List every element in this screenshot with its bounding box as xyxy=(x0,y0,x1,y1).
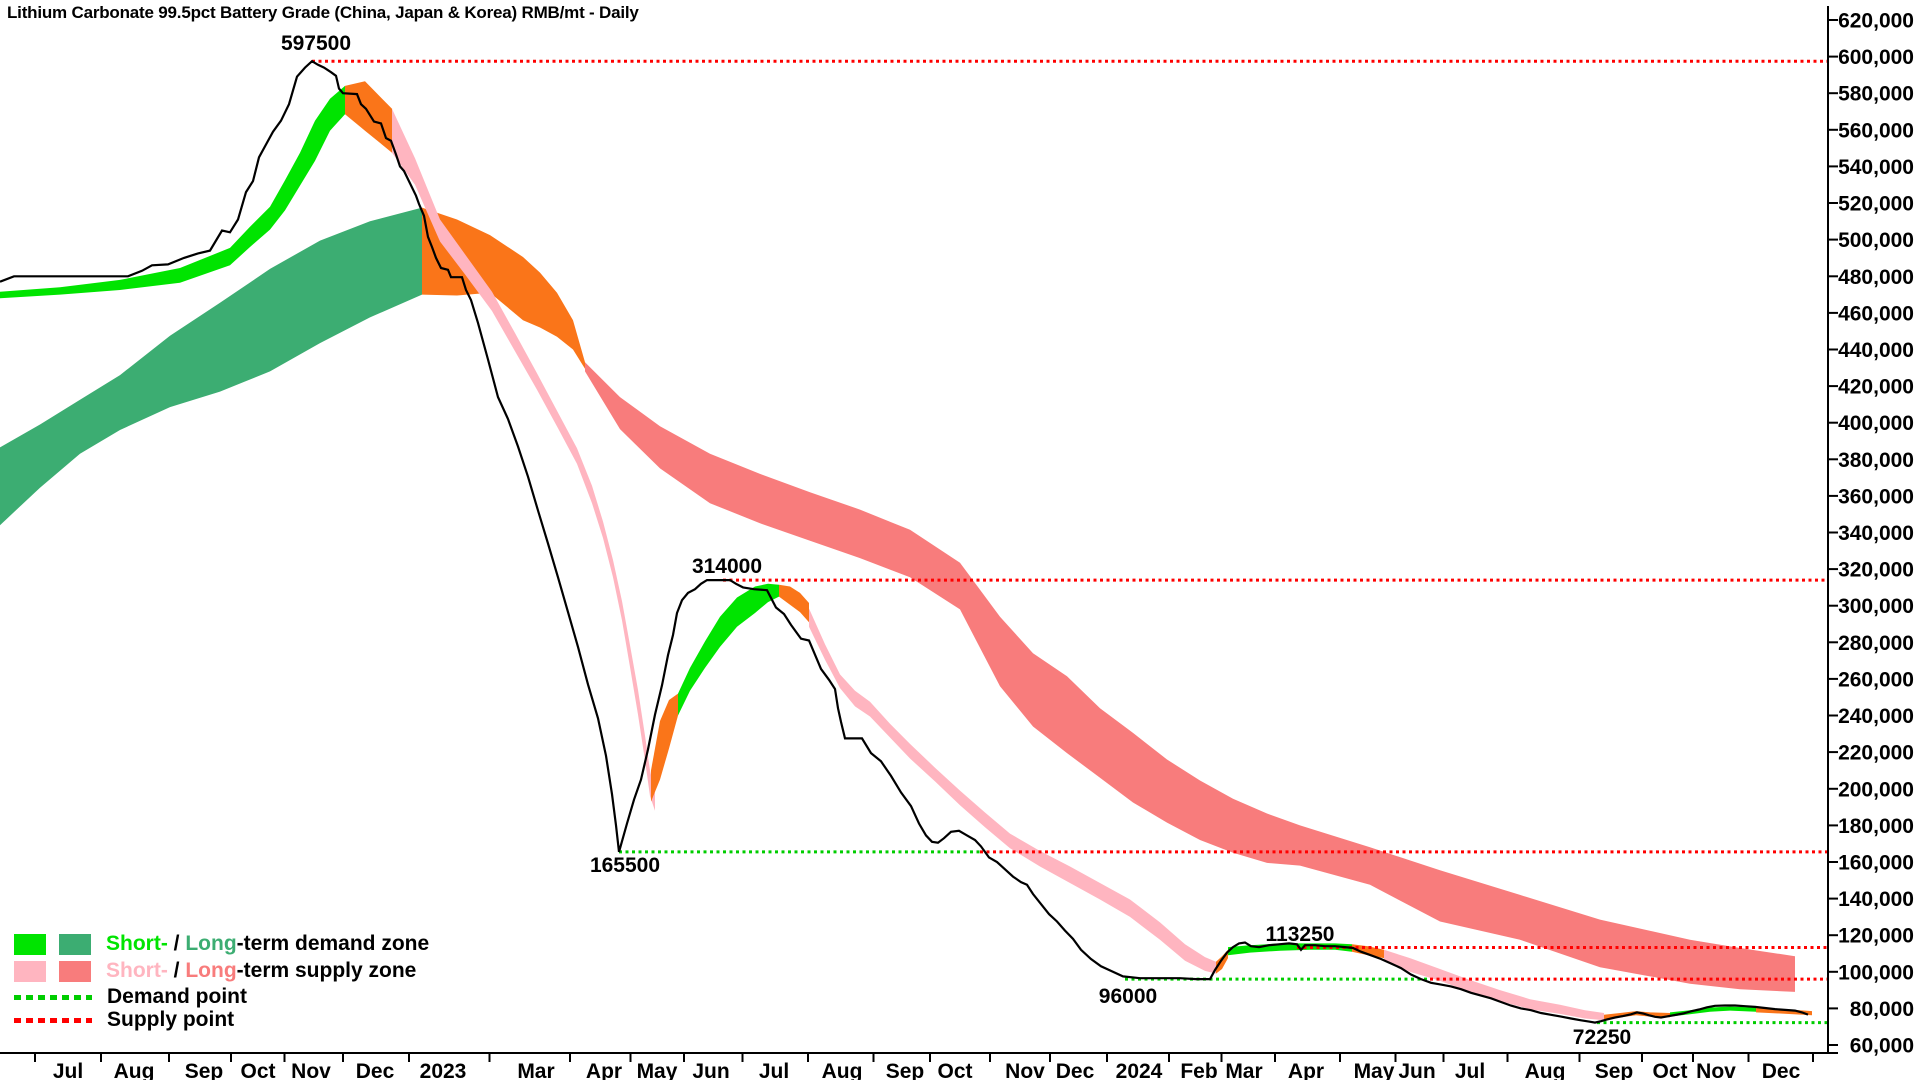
y-axis-label: 540,000 xyxy=(1838,156,1914,179)
x-axis-label: Sep xyxy=(1595,1060,1634,1080)
x-axis-label: Jul xyxy=(1455,1060,1485,1080)
y-axis-label: 100,000 xyxy=(1838,961,1914,984)
long_demand-zone-band xyxy=(0,207,422,526)
x-axis-label: Feb xyxy=(1180,1060,1217,1080)
x-axis-label: Dec xyxy=(1056,1060,1095,1080)
short_demand-zone-band xyxy=(678,583,779,716)
y-axis-label: 80,000 xyxy=(1850,998,1914,1021)
y-axis-label: 200,000 xyxy=(1838,778,1914,801)
y-axis-label: 400,000 xyxy=(1838,412,1914,435)
x-axis-label: May xyxy=(637,1060,678,1080)
demand-supply-bands xyxy=(0,81,1812,1021)
x-axis-label: Apr xyxy=(586,1060,622,1080)
y-axis-label: 320,000 xyxy=(1838,559,1914,582)
price-level-annotation: 96000 xyxy=(1099,985,1157,1008)
overlap-zone-band xyxy=(1352,944,1384,959)
overlap-zone-band xyxy=(345,81,392,153)
y-axis-label: 420,000 xyxy=(1838,376,1914,399)
y-axis-label: 560,000 xyxy=(1838,119,1914,142)
chart-title: Lithium Carbonate 99.5pct Battery Grade … xyxy=(7,3,639,22)
y-axis-label: 140,000 xyxy=(1838,888,1914,911)
x-axis-label: Mar xyxy=(1225,1060,1262,1080)
axes: 60,000 80,000 100,000 120,000 140,000 160,000… xyxy=(0,6,1914,1080)
x-axis-label: Sep xyxy=(886,1060,925,1080)
short_supply-zone-band xyxy=(809,608,1216,974)
y-axis-label: 220,000 xyxy=(1838,742,1914,765)
x-axis-label: 2024 xyxy=(1116,1060,1163,1080)
long_supply-zone-band xyxy=(585,362,1795,992)
price-level-annotation: 165500 xyxy=(590,854,660,877)
x-axis-label: Nov xyxy=(1005,1060,1045,1080)
y-axis-label: 600,000 xyxy=(1838,46,1914,69)
price-level-annotation: 113250 xyxy=(1266,923,1335,946)
y-axis-label: 580,000 xyxy=(1838,83,1914,106)
x-axis-label: Apr xyxy=(1288,1060,1324,1080)
y-axis-label: 280,000 xyxy=(1838,632,1914,655)
x-axis-label: Jun xyxy=(692,1060,729,1080)
x-axis-label: Aug xyxy=(1525,1060,1566,1080)
x-axis-label: Mar xyxy=(517,1060,554,1080)
price-line xyxy=(0,59,1809,1024)
y-axis-label: 620,000 xyxy=(1838,10,1914,33)
short_supply-zone-band xyxy=(1384,949,1604,1021)
y-axis-label: 120,000 xyxy=(1838,925,1914,948)
x-axis-label: Nov xyxy=(291,1060,331,1080)
price-level-annotation: 314000 xyxy=(692,555,762,578)
x-axis-label: Aug xyxy=(114,1060,155,1080)
x-axis-label: Dec xyxy=(356,1060,395,1080)
y-axis-label: 160,000 xyxy=(1838,851,1914,874)
overlap-zone-band xyxy=(422,207,585,369)
short_supply-zone-band xyxy=(392,108,655,811)
y-axis-label: 380,000 xyxy=(1838,449,1914,472)
x-axis-label: Jun xyxy=(1398,1060,1435,1080)
x-axis-label: Dec xyxy=(1762,1060,1801,1080)
y-axis-label: 460,000 xyxy=(1838,302,1914,325)
overlap-zone-band xyxy=(1756,1008,1812,1016)
overlap-zone-band xyxy=(779,584,809,623)
x-axis-label: Jul xyxy=(53,1060,83,1080)
y-axis-label: 480,000 xyxy=(1838,266,1914,289)
y-axis-label: 300,000 xyxy=(1838,595,1914,618)
x-axis-label: Oct xyxy=(1652,1060,1687,1080)
y-axis-label: 180,000 xyxy=(1838,815,1914,838)
x-axis-label: Oct xyxy=(240,1060,275,1080)
level-lines xyxy=(312,59,1828,1025)
y-axis-label: 440,000 xyxy=(1838,339,1914,362)
short_demand-zone-band xyxy=(1670,1006,1756,1017)
y-axis-label: 240,000 xyxy=(1838,705,1914,728)
x-axis-label: Aug xyxy=(822,1060,863,1080)
y-axis-label: 360,000 xyxy=(1838,485,1914,508)
price-level-annotation: 597500 xyxy=(281,32,351,55)
y-axis-label: 520,000 xyxy=(1838,193,1914,216)
y-axis-label: 60,000 xyxy=(1850,1035,1914,1058)
x-axis-label: Jul xyxy=(759,1060,789,1080)
overlap-zone-band xyxy=(651,693,678,802)
y-axis-label: 340,000 xyxy=(1838,522,1914,545)
x-axis-label: May xyxy=(1354,1060,1395,1080)
x-axis-label: Nov xyxy=(1696,1060,1736,1080)
x-axis-label: Sep xyxy=(185,1060,224,1080)
y-axis-label: 500,000 xyxy=(1838,229,1914,252)
price-level-annotation: 72250 xyxy=(1573,1026,1631,1049)
y-axis-label: 260,000 xyxy=(1838,668,1914,691)
x-axis-label: Oct xyxy=(937,1060,972,1080)
annotations: 597500 314000 165500 96000 113250 72250 xyxy=(281,32,1631,1049)
x-axis-label: 2023 xyxy=(420,1060,467,1080)
